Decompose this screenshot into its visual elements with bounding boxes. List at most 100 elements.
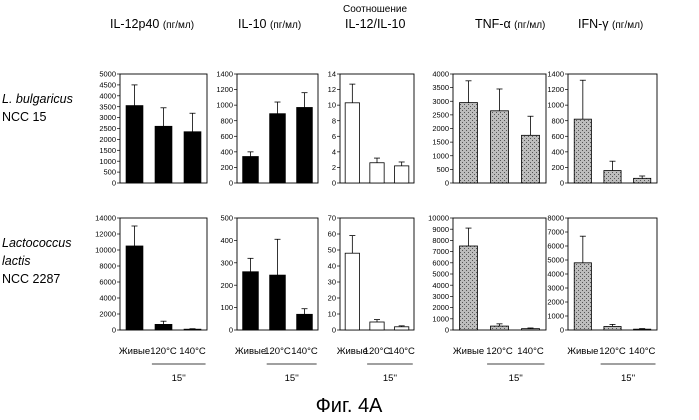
- y-tick-label: 7000: [432, 247, 449, 256]
- y-tick-label: 1000: [547, 312, 564, 321]
- y-tick-label: 10000: [428, 214, 449, 223]
- y-tick-label: 2500: [99, 124, 116, 133]
- y-tick-label: 4000: [99, 294, 116, 303]
- row-label-ncc2287: NCC 2287: [2, 272, 60, 286]
- y-tick-label: 1200: [547, 85, 564, 94]
- y-tick-label: 0: [560, 179, 564, 188]
- y-tick-label: 14000: [95, 214, 116, 223]
- y-tick-label: 4000: [99, 91, 116, 100]
- y-tick-label: 50: [328, 246, 336, 255]
- y-tick-label: 2500: [432, 110, 449, 119]
- y-tick-label: 1000: [432, 314, 449, 323]
- duration-label: 15'': [621, 373, 635, 384]
- y-tick-label: 4000: [547, 270, 564, 279]
- y-tick-label: 4500: [99, 81, 116, 90]
- y-tick-label: 2000: [99, 310, 116, 319]
- bar-3: [522, 329, 540, 330]
- y-tick-label: 2000: [99, 135, 116, 144]
- bar-1: [126, 106, 143, 183]
- bar-1: [460, 103, 478, 183]
- row-label-l-bulgaricus: L. bulgaricus: [2, 92, 73, 106]
- x-labels-c0: Живые120°C140°C 15'': [119, 346, 206, 384]
- chart-r0-c2: 02468101214: [328, 70, 414, 188]
- bar-2: [155, 126, 172, 183]
- x-labels-c3: Живые120°C140°C15'': [453, 346, 545, 384]
- y-tick-label: 5000: [547, 256, 564, 265]
- y-tick-label: 2000: [432, 303, 449, 312]
- x-label-3: 140°C: [517, 346, 544, 357]
- y-tick-label: 300: [220, 258, 233, 267]
- y-tick-label: 0: [560, 326, 564, 335]
- bar-1: [345, 103, 359, 183]
- col-header-il10: IL-10 (пг/мл): [238, 17, 301, 31]
- y-tick-label: 200: [220, 281, 233, 290]
- y-tick-label: 1400: [547, 70, 564, 79]
- y-tick-label: 1000: [432, 151, 449, 160]
- y-tick-label: 2000: [547, 298, 564, 307]
- duration-label: 15'': [383, 373, 397, 384]
- x-label-1: Живые: [235, 346, 266, 357]
- bar-1: [126, 246, 143, 330]
- x-label-3: 140°C: [179, 346, 206, 357]
- y-tick-label: 4: [332, 147, 336, 156]
- y-tick-label: 4000: [432, 70, 449, 79]
- bar-3: [297, 314, 313, 330]
- y-tick-label: 8000: [99, 262, 116, 271]
- y-tick-label: 3500: [99, 102, 116, 111]
- x-label-1: Живые: [119, 346, 150, 357]
- bar-3: [395, 327, 409, 330]
- chart-r1-c4: 010002000300040005000600070008000: [547, 214, 657, 335]
- bar-2: [491, 326, 509, 330]
- bar-1: [345, 253, 359, 330]
- col-header-il12p40: IL-12p40 (пг/мл): [110, 17, 194, 31]
- col-header-tnf: TNF-α (пг/мл): [475, 17, 545, 31]
- x-label-2: 120°C: [150, 346, 177, 357]
- y-tick-label: 10000: [95, 246, 116, 255]
- x-label-2: 120°C: [364, 346, 391, 357]
- y-tick-label: 4000: [432, 281, 449, 290]
- y-tick-label: 8: [332, 116, 336, 125]
- y-tick-label: 10: [328, 310, 336, 319]
- y-tick-label: 3000: [99, 113, 116, 122]
- y-tick-label: 0: [332, 179, 336, 188]
- bar-2: [155, 324, 172, 330]
- y-tick-label: 12000: [95, 230, 116, 239]
- y-tick-label: 10: [328, 101, 336, 110]
- y-tick-label: 8000: [432, 236, 449, 245]
- y-tick-label: 800: [220, 116, 233, 125]
- x-label-2: 120°C: [486, 346, 513, 357]
- y-tick-label: 400: [220, 236, 233, 245]
- y-tick-label: 600: [551, 132, 564, 141]
- y-tick-label: 5000: [99, 70, 116, 79]
- bar-1: [574, 263, 591, 330]
- y-tick-label: 0: [332, 326, 336, 335]
- y-tick-label: 200: [551, 163, 564, 172]
- figure-caption: Фиг. 4А: [316, 395, 383, 417]
- y-tick-label: 2000: [432, 124, 449, 133]
- y-tick-label: 0: [229, 326, 233, 335]
- y-tick-label: 3000: [432, 292, 449, 301]
- bar-2: [491, 111, 509, 183]
- chart-r1-c2: 010203040506070: [328, 214, 414, 335]
- y-tick-label: 500: [103, 168, 116, 177]
- y-tick-label: 1500: [99, 146, 116, 155]
- x-labels-c2: Живые120°C140°C15'': [337, 346, 415, 384]
- x-labels-c1: Живые120°C140°C15'': [235, 346, 318, 384]
- x-label-2: 120°C: [599, 346, 626, 357]
- duration-label: 15'': [172, 373, 186, 384]
- y-tick-label: 0: [112, 179, 116, 188]
- bar-1: [243, 157, 259, 183]
- chart-r0-c3: 05001000150020002500300035004000: [432, 70, 546, 188]
- bar-2: [270, 275, 286, 330]
- chart-r1-c1: 0100200300400500: [220, 214, 318, 335]
- y-tick-label: 500: [436, 165, 449, 174]
- x-label-3: 140°C: [388, 346, 415, 357]
- y-tick-label: 5000: [432, 270, 449, 279]
- row-label-ncc15: NCC 15: [2, 110, 47, 124]
- y-tick-label: 200: [220, 163, 233, 172]
- row-label-lactococcus: Lactococcus: [2, 236, 71, 250]
- y-tick-label: 20: [328, 294, 336, 303]
- chart-r0-c1: 0200400600800100012001400: [216, 70, 318, 188]
- y-tick-label: 0: [445, 179, 449, 188]
- y-tick-label: 9000: [432, 225, 449, 234]
